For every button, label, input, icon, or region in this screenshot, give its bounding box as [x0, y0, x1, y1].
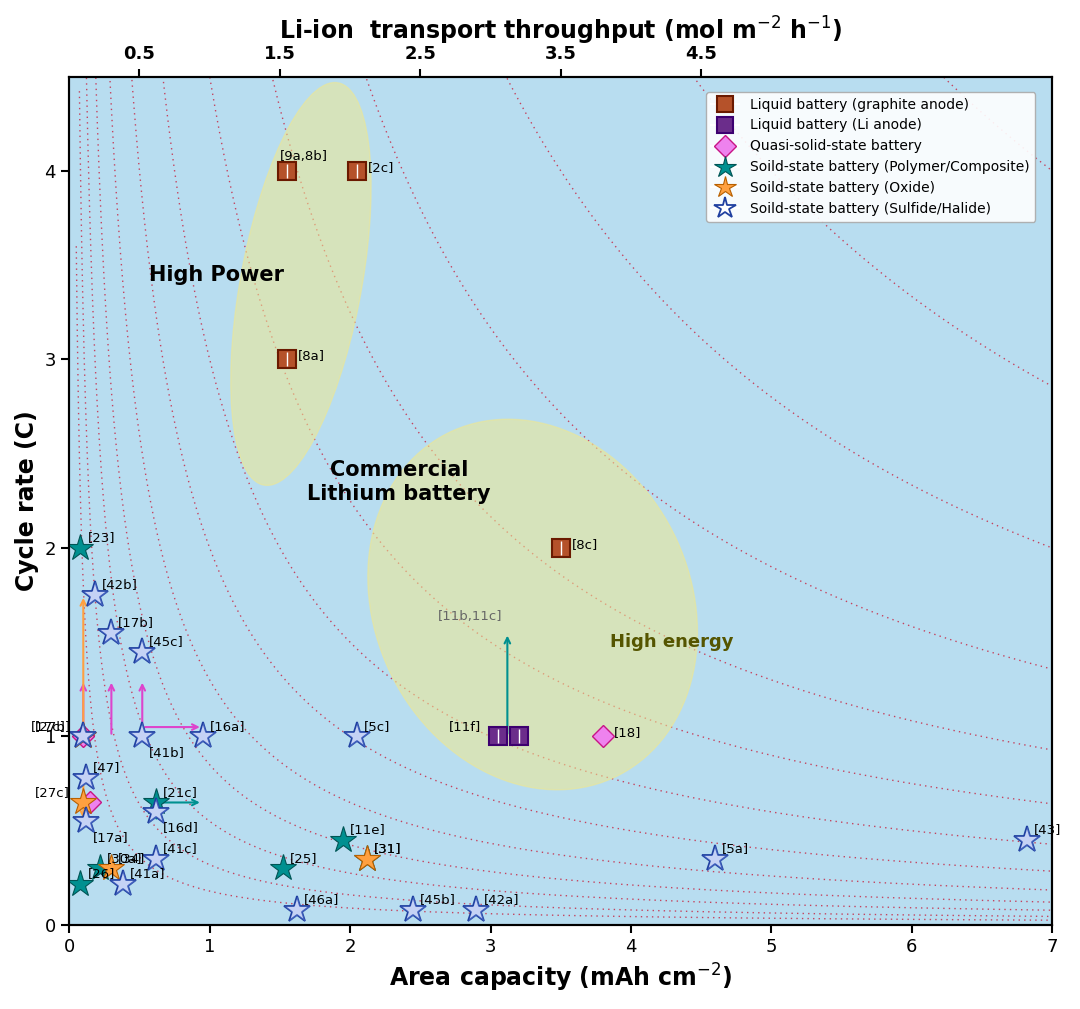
- Text: High energy: High energy: [610, 634, 733, 651]
- Text: [41a]: [41a]: [130, 867, 165, 880]
- Text: [9a,8b]: [9a,8b]: [280, 149, 328, 162]
- Text: [11b,11c]: [11b,11c]: [437, 610, 502, 624]
- Text: [5c]: [5c]: [364, 719, 391, 733]
- Text: [34]: [34]: [119, 852, 146, 865]
- Text: [2c]: [2c]: [368, 160, 394, 174]
- X-axis label: Area capacity (mAh cm$^{-2}$): Area capacity (mAh cm$^{-2}$): [389, 962, 732, 994]
- Text: [47]: [47]: [93, 761, 121, 774]
- Text: Commercial
Lithium battery: Commercial Lithium battery: [308, 460, 491, 503]
- Text: [42b]: [42b]: [102, 578, 137, 591]
- Text: [45c]: [45c]: [149, 635, 184, 648]
- Text: [41c]: [41c]: [163, 843, 198, 855]
- Text: [26]: [26]: [87, 867, 114, 880]
- Text: [31]: [31]: [374, 843, 402, 855]
- Text: [5a]: [5a]: [723, 843, 750, 855]
- Text: [8a]: [8a]: [298, 349, 325, 362]
- Text: [27b]: [27b]: [35, 719, 70, 733]
- Y-axis label: Cycle rate (C): Cycle rate (C): [15, 411, 39, 591]
- Text: [8c]: [8c]: [571, 538, 598, 551]
- Ellipse shape: [368, 420, 698, 790]
- Text: [21c]: [21c]: [163, 786, 198, 798]
- Text: [45b]: [45b]: [420, 893, 456, 906]
- Text: [23]: [23]: [87, 531, 114, 544]
- Text: [17c]: [17c]: [30, 719, 66, 733]
- Text: [27c]: [27c]: [35, 786, 69, 798]
- X-axis label: Li-ion  transport throughput (mol m$^{-2}$ h$^{-1}$): Li-ion transport throughput (mol m$^{-2}…: [279, 15, 842, 47]
- Legend: Liquid battery (graphite anode), Liquid battery (Li anode), Quasi-solid-state ba: Liquid battery (graphite anode), Liquid …: [706, 92, 1036, 222]
- Text: [16d]: [16d]: [163, 821, 199, 834]
- Text: [30a]: [30a]: [107, 852, 143, 865]
- Text: [11e]: [11e]: [350, 823, 386, 836]
- Text: [41b]: [41b]: [149, 746, 185, 759]
- Text: High Power: High Power: [149, 264, 284, 285]
- Text: [18]: [18]: [613, 726, 642, 740]
- Text: [17b]: [17b]: [119, 615, 154, 629]
- Text: [25]: [25]: [289, 852, 318, 865]
- Text: [17a]: [17a]: [93, 830, 129, 844]
- Text: [42a]: [42a]: [484, 893, 518, 906]
- Ellipse shape: [231, 83, 372, 485]
- Text: [46a]: [46a]: [303, 893, 339, 906]
- Text: [11f]: [11f]: [449, 719, 482, 733]
- Text: [31]: [31]: [374, 843, 402, 855]
- Text: [16a]: [16a]: [210, 719, 245, 733]
- Text: [43]: [43]: [1034, 823, 1062, 836]
